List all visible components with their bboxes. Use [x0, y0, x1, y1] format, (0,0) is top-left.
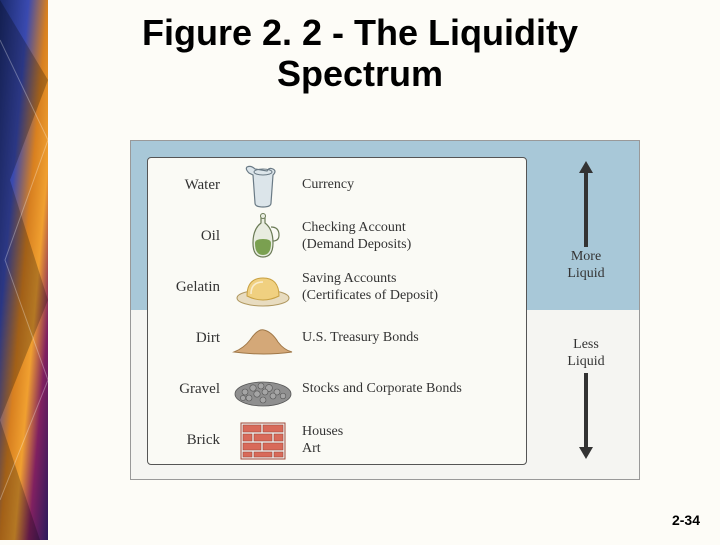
- row-dirt: Dirt U.S. Treasury Bonds: [148, 313, 526, 364]
- substance-label: Brick: [148, 432, 228, 449]
- substance-label: Gelatin: [148, 279, 228, 296]
- asset-label: U.S. Treasury Bonds: [298, 330, 526, 347]
- asset-label: Houses Art: [298, 424, 526, 458]
- asset-label: Stocks and Corporate Bonds: [298, 381, 526, 398]
- row-oil: Oil Checking Account (Demand Deposits): [148, 211, 526, 262]
- figure-title: Figure 2. 2 - The Liquidity Spectrum: [0, 0, 720, 95]
- brick-wall-icon: [228, 416, 298, 466]
- substance-label: Gravel: [148, 381, 228, 398]
- water-pitcher-icon: [228, 161, 298, 211]
- asset-label: Checking Account (Demand Deposits): [298, 220, 526, 254]
- substance-label: Water: [148, 177, 228, 194]
- gelatin-icon: [228, 263, 298, 313]
- row-water: Water Currency: [148, 160, 526, 211]
- spectrum-panel: Water Currency Oil Checking Account (Dem…: [147, 157, 527, 465]
- left-decoration-strip: [0, 0, 48, 540]
- title-line-1: Figure 2. 2 - The Liquidity: [142, 12, 578, 53]
- row-gelatin: Gelatin Saving Accounts (Certificates of…: [148, 262, 526, 313]
- asset-label: Currency: [298, 177, 526, 194]
- arrow-bottom-label: Less Liquid: [567, 337, 604, 371]
- more-liquid-arrow: More Liquid: [541, 159, 631, 283]
- asset-label: Saving Accounts (Certificates of Deposit…: [298, 271, 526, 305]
- oil-cruet-icon: [228, 212, 298, 262]
- substance-label: Dirt: [148, 330, 228, 347]
- less-liquid-arrow: Less Liquid: [541, 337, 631, 461]
- arrow-top-label: More Liquid: [567, 249, 604, 283]
- arrow-down-icon: [576, 371, 596, 461]
- figure-container: Water Currency Oil Checking Account (Dem…: [130, 140, 640, 480]
- gravel-icon: [228, 365, 298, 415]
- substance-label: Oil: [148, 228, 228, 245]
- page-number: 2-34: [672, 512, 700, 528]
- arrow-up-icon: [576, 159, 596, 249]
- row-gravel: Gravel Stocks and Corporate Bonds: [148, 364, 526, 415]
- row-brick: Brick Houses Art: [148, 415, 526, 466]
- dirt-mound-icon: [228, 314, 298, 364]
- title-line-2: Spectrum: [277, 53, 443, 94]
